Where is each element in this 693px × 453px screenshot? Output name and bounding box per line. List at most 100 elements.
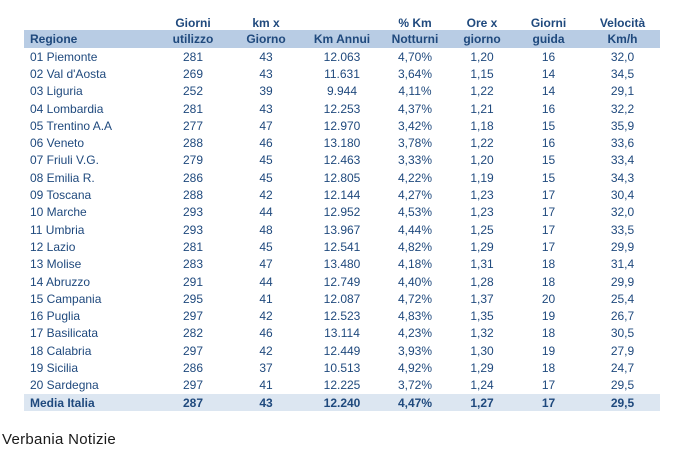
- region-cell: 19 Sicilia: [30, 360, 79, 375]
- value-cell: 4,18%: [397, 257, 433, 272]
- value-cell: 1,24: [470, 378, 494, 393]
- value-cell: 18: [541, 360, 556, 375]
- value-cell: 291: [182, 274, 204, 289]
- value-cell: 1,37: [470, 291, 494, 306]
- value-cell: 279: [182, 153, 204, 168]
- value-cell: 32,0: [610, 49, 635, 64]
- value-cell: 12.240: [323, 395, 361, 410]
- value-cell: 1,28: [470, 274, 494, 289]
- value-cell: 44: [259, 205, 273, 220]
- value-cell: 46: [259, 136, 273, 151]
- value-cell: 29,5: [610, 378, 635, 393]
- value-cell: 4,11%: [398, 84, 432, 99]
- value-cell: 1,29: [470, 239, 494, 254]
- table-row: 20 Sardegna 297 41 12.225 3,72% 1,24 17 29,5: [24, 377, 660, 394]
- value-cell: 45: [259, 153, 273, 168]
- header-row-2: Regione utilizzo Giorno Km Annui Notturni gio…: [24, 30, 660, 48]
- value-cell: 35,9: [610, 118, 635, 133]
- value-cell: 3,93%: [397, 343, 433, 358]
- value-cell: 13.114: [324, 326, 360, 341]
- region-cell: 02 Val d'Aosta: [30, 66, 107, 81]
- value-cell: 27,9: [610, 343, 635, 358]
- value-cell: 12.449: [323, 343, 361, 358]
- value-cell: 3,33%: [397, 153, 433, 168]
- value-cell: 12.087: [323, 291, 361, 306]
- value-cell: 12.144: [323, 188, 361, 203]
- total-row: Media Italia 287 43 12.240 4,47% 1,27 17 29,5: [24, 393, 660, 412]
- header-cell: utilizzo: [172, 32, 214, 46]
- value-cell: 4,23%: [397, 326, 433, 341]
- value-cell: 1,18: [470, 118, 494, 133]
- value-cell: 32,0: [610, 205, 635, 220]
- value-cell: 17: [541, 378, 556, 393]
- value-cell: 18: [541, 257, 556, 272]
- value-cell: 13.967: [323, 222, 361, 237]
- value-cell: 282: [182, 326, 204, 341]
- value-cell: 283: [182, 257, 204, 272]
- value-cell: 30,5: [610, 326, 635, 341]
- value-cell: 4,83%: [397, 309, 433, 324]
- value-cell: 4,37%: [397, 101, 433, 116]
- header-cell: Velocità: [599, 16, 646, 30]
- region-cell: 07 Friuli V.G.: [30, 153, 99, 168]
- value-cell: 17: [541, 222, 556, 237]
- value-cell: 297: [182, 343, 204, 358]
- table-row: 14 Abruzzo 291 44 12.749 4,40% 1,28 18 29,9: [24, 273, 660, 290]
- header-row-1: Giorni km x % Km Ore x Giorni Velocità: [24, 8, 660, 30]
- value-cell: 1,15: [470, 66, 494, 81]
- value-cell: 1,35: [470, 309, 494, 324]
- value-cell: 16: [541, 101, 556, 116]
- value-cell: 24,7: [610, 360, 635, 375]
- value-cell: 12.970: [323, 118, 361, 133]
- value-cell: 42: [259, 309, 273, 324]
- value-cell: 42: [259, 188, 273, 203]
- value-cell: 1,22: [470, 136, 494, 151]
- table-row: 07 Friuli V.G. 279 45 12.463 3,33% 1,20 15 33,4: [24, 152, 660, 169]
- value-cell: 17: [541, 205, 556, 220]
- value-cell: 29,5: [610, 395, 635, 410]
- region-cell: 14 Abruzzo: [30, 274, 91, 289]
- region-cell: 16 Puglia: [30, 309, 81, 324]
- value-cell: 12.749: [323, 274, 361, 289]
- value-cell: 34,5: [610, 66, 635, 81]
- value-cell: 29,9: [610, 239, 635, 254]
- value-cell: 17: [541, 188, 556, 203]
- value-cell: 10.513: [323, 360, 361, 375]
- value-cell: 37: [259, 360, 273, 375]
- value-cell: 17: [541, 239, 556, 254]
- value-cell: 252: [182, 84, 204, 99]
- value-cell: 1,21: [470, 101, 494, 116]
- value-cell: 20: [541, 291, 556, 306]
- value-cell: 12.952: [323, 205, 361, 220]
- value-cell: 1,23: [470, 188, 494, 203]
- value-cell: 3,64%: [397, 66, 433, 81]
- value-cell: 4,47%: [397, 395, 433, 410]
- value-cell: 3,78%: [397, 136, 433, 151]
- region-cell: Media Italia: [30, 395, 95, 410]
- value-cell: 12.253: [323, 101, 361, 116]
- region-cell: 08 Emilia R.: [30, 170, 95, 185]
- value-cell: 1,27: [470, 395, 494, 410]
- value-cell: 9.944: [326, 84, 358, 99]
- value-cell: 47: [259, 257, 273, 272]
- value-cell: 29,1: [610, 84, 635, 99]
- table-row: 16 Puglia 297 42 12.523 4,83% 1,35 19 26,7: [24, 307, 660, 324]
- table-row: 17 Basilicata 282 46 13.114 4,23% 1,32 18 30,5: [24, 325, 660, 342]
- region-cell: 15 Campania: [30, 291, 102, 306]
- header-cell: giorno: [463, 32, 501, 46]
- value-cell: 4,70%: [397, 49, 433, 64]
- header-cell: Giorno: [246, 32, 286, 46]
- header-cell: guida: [532, 32, 565, 46]
- value-cell: 12.463: [323, 153, 361, 168]
- value-cell: 30,4: [610, 188, 635, 203]
- value-cell: 4,82%: [397, 239, 433, 254]
- value-cell: 1,29: [470, 360, 494, 375]
- value-cell: 1,30: [470, 343, 494, 358]
- value-cell: 293: [182, 222, 204, 237]
- value-cell: 43: [259, 395, 273, 410]
- value-cell: 1,20: [470, 153, 494, 168]
- value-cell: 297: [182, 378, 204, 393]
- value-cell: 48: [259, 222, 273, 237]
- header-cell: Giorni: [530, 16, 567, 30]
- value-cell: 41: [259, 291, 273, 306]
